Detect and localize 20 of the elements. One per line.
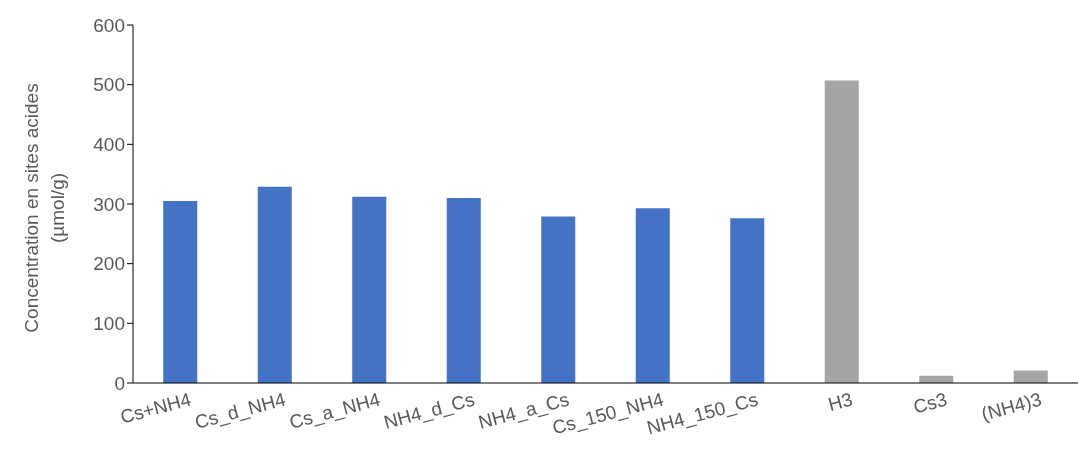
bar — [730, 218, 765, 383]
bar — [163, 201, 198, 383]
y-tick-label: 600 — [93, 14, 125, 36]
bar — [824, 80, 859, 383]
bar — [1013, 370, 1048, 383]
bar — [257, 186, 292, 383]
y-tick-label: 200 — [93, 253, 125, 275]
x-tick-label: (NH4)3 — [979, 388, 1044, 425]
y-axis-title: Concentration en sites acides (µmol/g) — [21, 83, 68, 333]
bar — [541, 216, 576, 383]
x-tick-label: Cs3 — [911, 388, 950, 418]
bar — [446, 198, 481, 383]
bar — [352, 196, 387, 383]
y-tick-label: 0 — [114, 372, 125, 394]
bar — [635, 208, 670, 383]
y-tick-label: 500 — [93, 74, 125, 96]
y-tick-label: 100 — [93, 313, 125, 335]
y-tick-label: 400 — [93, 134, 125, 156]
y-tick-label: 300 — [93, 193, 125, 215]
x-tick-label: H3 — [825, 388, 855, 416]
